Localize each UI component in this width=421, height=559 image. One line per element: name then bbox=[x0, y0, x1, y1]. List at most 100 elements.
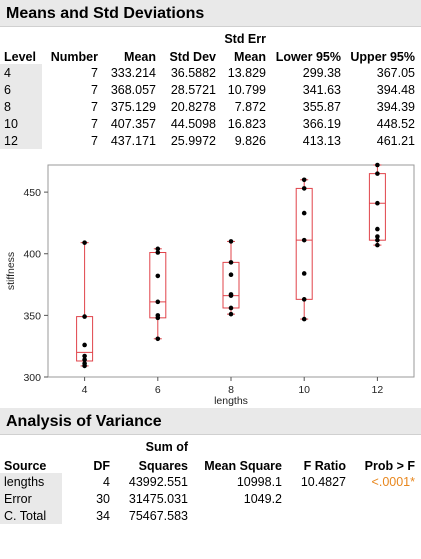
f-ratio-header: F Ratio bbox=[303, 459, 346, 473]
y-tick-label: 300 bbox=[23, 372, 41, 384]
data-point bbox=[228, 239, 234, 244]
df-cell: 34 bbox=[96, 508, 110, 523]
source-cell: Error bbox=[0, 490, 62, 507]
df-cell: 4 bbox=[103, 474, 110, 489]
table-row: 4 7 333.214 36.5882 13.829 299.38 367.05 bbox=[0, 64, 421, 81]
data-point bbox=[301, 271, 307, 276]
lower-95-cell: 413.13 bbox=[302, 133, 341, 148]
x-axis-label: lengths bbox=[214, 395, 248, 407]
y-axis-label: stiffness bbox=[5, 252, 17, 290]
table-row: C. Total 34 75467.583 bbox=[0, 507, 421, 524]
mean-cell: 407.357 bbox=[110, 116, 156, 131]
source-header: Source bbox=[4, 459, 47, 473]
mean-cell: 333.214 bbox=[110, 65, 156, 80]
table-row: 12 7 437.171 25.9972 9.826 413.13 461.21 bbox=[0, 132, 421, 149]
ss-header-bottom: Squares bbox=[138, 459, 188, 473]
data-point bbox=[301, 237, 307, 243]
std-dev-cell: 44.5098 bbox=[170, 116, 216, 131]
mean-cell: 375.129 bbox=[110, 99, 156, 114]
std-dev-cell: 20.8278 bbox=[170, 99, 216, 114]
number-header: Number bbox=[50, 50, 98, 64]
data-point bbox=[82, 353, 87, 359]
anova-section-title[interactable]: Analysis of Variance bbox=[0, 408, 421, 435]
data-point bbox=[375, 242, 380, 248]
anova-table: Sum of Source DF Squares Mean Square F R… bbox=[0, 438, 421, 524]
data-point bbox=[228, 260, 234, 265]
std-err-header-top: Std Err bbox=[224, 32, 266, 46]
x-tick-label: 8 bbox=[228, 384, 234, 396]
number-cell: 7 bbox=[91, 65, 98, 80]
std-err-cell: 10.799 bbox=[227, 82, 266, 97]
level-cell: 4 bbox=[0, 64, 42, 81]
data-point bbox=[301, 177, 307, 183]
data-point bbox=[228, 305, 234, 311]
std-err-cell: 7.872 bbox=[234, 99, 266, 114]
df-cell: 30 bbox=[96, 491, 110, 506]
data-point bbox=[301, 186, 307, 191]
std-dev-cell: 28.5721 bbox=[170, 82, 216, 97]
f-ratio-cell: 10.4827 bbox=[300, 474, 346, 489]
data-point bbox=[301, 316, 307, 322]
table-row: Error 30 31475.031 1049.2 bbox=[0, 490, 421, 507]
y-tick-label: 350 bbox=[23, 310, 41, 322]
ms-header: Mean Square bbox=[204, 459, 282, 473]
prob-f-cell: <.0001* bbox=[371, 474, 415, 489]
source-cell: lengths bbox=[0, 473, 62, 490]
mean-cell: 437.171 bbox=[110, 133, 156, 148]
data-point bbox=[375, 171, 380, 176]
std-err-header-bottom: Mean bbox=[234, 50, 266, 64]
ms-cell bbox=[194, 507, 288, 524]
ss-header-top: Sum of bbox=[145, 440, 188, 454]
prob-f-cell bbox=[352, 507, 421, 524]
number-cell: 7 bbox=[91, 99, 98, 114]
means-table: Std Err Level Number Mean Std Dev Mean L… bbox=[0, 30, 421, 149]
mean-cell: 368.057 bbox=[110, 82, 156, 97]
data-point bbox=[155, 336, 161, 342]
std-err-cell: 9.826 bbox=[234, 133, 266, 148]
upper-95-cell: 394.48 bbox=[376, 82, 415, 97]
data-point bbox=[375, 162, 380, 168]
level-cell: 12 bbox=[0, 132, 42, 149]
std-dev-header: Std Dev bbox=[169, 50, 216, 64]
number-cell: 7 bbox=[91, 82, 98, 97]
upper-95-cell: 367.05 bbox=[376, 65, 415, 80]
data-point bbox=[301, 210, 307, 216]
number-cell: 7 bbox=[91, 116, 98, 131]
ss-cell: 31475.031 bbox=[128, 491, 188, 506]
lower-95-header: Lower 95% bbox=[275, 50, 341, 64]
ss-cell: 75467.583 bbox=[128, 508, 188, 523]
data-point bbox=[375, 200, 380, 206]
data-point bbox=[155, 313, 161, 318]
std-dev-cell: 25.9972 bbox=[170, 133, 216, 148]
data-point bbox=[375, 226, 380, 232]
data-point bbox=[228, 292, 234, 297]
box-plot-svg: stiffness lengths 300 350 400 450 4 6 8 10 12 bbox=[5, 162, 415, 407]
ss-cell: 43992.551 bbox=[128, 474, 188, 489]
data-point bbox=[155, 273, 161, 279]
x-tick-label: 12 bbox=[372, 384, 384, 396]
x-tick-label: 4 bbox=[82, 384, 88, 396]
data-point bbox=[155, 246, 161, 252]
data-point bbox=[155, 250, 161, 255]
data-point bbox=[82, 314, 87, 319]
y-tick-label: 400 bbox=[23, 249, 41, 261]
table-row: lengths 4 43992.551 10998.1 10.4827 <.00… bbox=[0, 473, 421, 490]
data-point bbox=[375, 234, 380, 239]
upper-95-cell: 448.52 bbox=[376, 116, 415, 131]
std-dev-cell: 36.5882 bbox=[170, 65, 216, 80]
data-point bbox=[82, 342, 87, 348]
box-plot: stiffness lengths 300 350 400 450 4 6 8 10 12 bbox=[0, 155, 421, 408]
prob-f-cell bbox=[352, 490, 421, 507]
std-err-cell: 16.823 bbox=[227, 116, 266, 131]
data-point bbox=[301, 297, 307, 302]
means-section-title[interactable]: Means and Std Deviations bbox=[0, 0, 421, 27]
mean-header: Mean bbox=[124, 50, 156, 64]
lower-95-cell: 341.63 bbox=[302, 82, 341, 97]
data-point bbox=[228, 311, 234, 317]
lower-95-cell: 355.87 bbox=[302, 99, 341, 114]
level-header: Level bbox=[4, 50, 36, 64]
lower-95-cell: 299.38 bbox=[302, 65, 341, 80]
data-point bbox=[228, 272, 234, 277]
x-tick-label: 6 bbox=[155, 384, 161, 396]
f-ratio-cell bbox=[288, 490, 352, 507]
